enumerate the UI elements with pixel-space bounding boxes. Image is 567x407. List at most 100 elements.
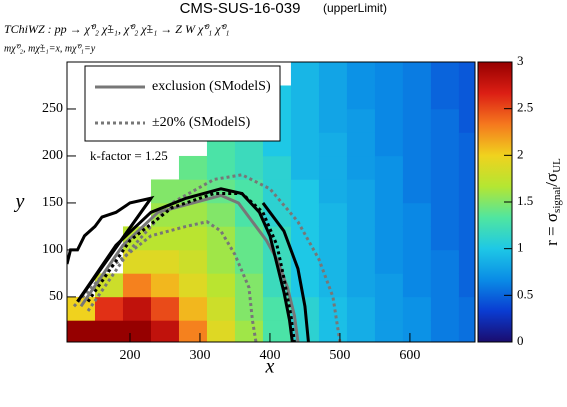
heat-cell	[402, 249, 432, 274]
y-tick-label: 100	[42, 242, 63, 257]
heat-cell	[318, 296, 348, 321]
heat-cell	[67, 320, 96, 342]
heat-cell	[318, 202, 348, 227]
heat-cell	[150, 179, 180, 204]
zlabel-part: /σ	[542, 173, 561, 187]
z-tick-label: 2	[517, 146, 524, 161]
heat-cell	[262, 296, 292, 321]
heat-cell	[318, 249, 348, 274]
heat-cell	[458, 85, 475, 110]
heat-cell	[318, 179, 348, 204]
heat-cell	[402, 62, 432, 86]
heat-cell	[402, 273, 432, 298]
x-tick-label: 400	[259, 348, 280, 363]
heat-cell	[374, 273, 404, 298]
heat-cell	[234, 155, 264, 180]
heat-cell	[430, 226, 460, 251]
heat-cell	[430, 296, 460, 321]
heat-cell	[430, 320, 460, 342]
heat-cell	[290, 273, 320, 298]
z-tick-label: 1.5	[517, 193, 533, 208]
heat-cell	[458, 249, 475, 274]
heat-cell	[346, 226, 376, 251]
heat-cell	[318, 273, 348, 298]
heat-cell	[346, 273, 376, 298]
heat-cell	[318, 62, 348, 86]
heat-cell	[458, 320, 475, 342]
heat-cell	[234, 320, 264, 342]
heat-cell	[290, 226, 320, 251]
heat-cell	[374, 132, 404, 157]
heat-cell	[346, 62, 376, 86]
heat-cell	[150, 296, 180, 321]
heat-cell	[458, 202, 475, 227]
heat-cell	[430, 155, 460, 180]
y-axis-label: y	[14, 191, 25, 213]
contour	[86, 173, 342, 342]
contour	[261, 202, 310, 342]
contours	[67, 173, 342, 342]
heat-cell	[262, 179, 292, 204]
x-tick-label: 600	[399, 348, 420, 363]
heat-cell	[402, 108, 432, 133]
x-tick-label: 200	[119, 348, 140, 363]
heat-cell	[402, 132, 432, 157]
heat-cell	[374, 179, 404, 204]
heat-cell	[318, 108, 348, 133]
heat-cell	[458, 296, 475, 321]
heat-cell	[206, 155, 236, 180]
heat-cell	[150, 320, 180, 342]
heat-cell	[178, 155, 208, 180]
heat-cell	[262, 202, 292, 227]
zlabel-part: signal	[551, 187, 563, 213]
heat-cell	[262, 320, 292, 342]
heat-cell	[458, 155, 475, 180]
heat-cell	[374, 249, 404, 274]
heat-cell	[346, 296, 376, 321]
z-tick-label: 3	[517, 53, 524, 68]
z-tick-label: 0	[517, 333, 524, 348]
chart-subtitle: (upperLimit)	[323, 1, 387, 15]
heat-cell	[402, 85, 432, 110]
heat-cell	[374, 202, 404, 227]
y-tick-label: 50	[49, 289, 63, 304]
z-tick-label: 2.5	[517, 100, 533, 115]
heat-cell	[178, 273, 208, 298]
heat-cell	[206, 296, 236, 321]
heat-cell	[430, 249, 460, 274]
heat-cell	[374, 108, 404, 133]
heat-cell	[122, 249, 152, 274]
contour	[79, 193, 300, 342]
z-tick-label: 1	[517, 240, 524, 255]
legend-label: exclusion (SModelS)	[152, 79, 271, 94]
heat-cell	[122, 273, 152, 298]
heat-cell	[374, 62, 404, 86]
heat-cell	[374, 85, 404, 110]
annotation: k-factor = 1.25	[90, 148, 168, 163]
legend-label: ±20% (SModelS)	[152, 115, 251, 130]
heat-cell	[178, 202, 208, 227]
y-tick-label: 200	[42, 148, 63, 163]
zlabel-part: UL	[551, 158, 563, 173]
heat-cell	[178, 249, 208, 274]
heat-cell	[290, 108, 320, 133]
heat-cell	[206, 273, 236, 298]
heat-cell	[290, 155, 320, 180]
heat-cell	[430, 179, 460, 204]
plot-frame	[66, 61, 476, 343]
heat-cell	[374, 320, 404, 342]
heat-cell	[318, 320, 348, 342]
x-tick-label: 500	[329, 348, 350, 363]
heat-cell	[346, 132, 376, 157]
heat-cell	[206, 202, 236, 227]
heat-cell	[430, 202, 460, 227]
colorbar-label: r = σsignal/σUL	[542, 158, 563, 246]
heat-cell	[290, 85, 320, 110]
heatmap	[67, 62, 475, 342]
heat-cell	[430, 132, 460, 157]
heat-cell	[318, 132, 348, 157]
heat-cell	[178, 296, 208, 321]
heat-cell	[346, 249, 376, 274]
heat-cell	[290, 202, 320, 227]
heat-cell	[94, 296, 124, 321]
